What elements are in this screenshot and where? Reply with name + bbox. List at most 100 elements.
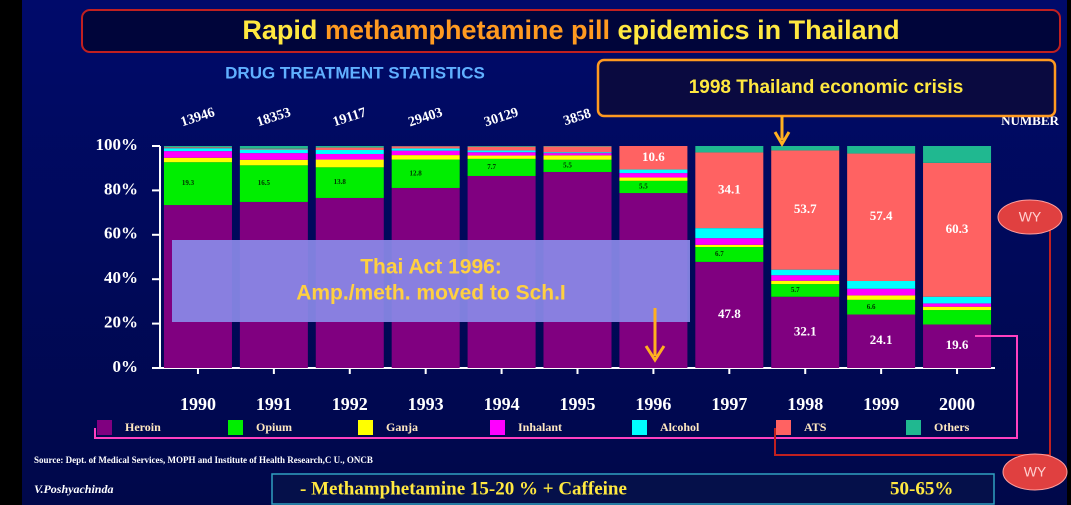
bar-segment bbox=[391, 146, 460, 149]
bar-segment bbox=[543, 159, 612, 172]
bar-segment bbox=[315, 149, 384, 154]
footer-text: - Methamphetamine 15-20 % + Caffeine bbox=[300, 478, 627, 499]
bar-segment bbox=[543, 146, 612, 153]
x-tick-label: 1997 bbox=[711, 394, 747, 414]
y-tick-label: 40% bbox=[104, 268, 138, 287]
bar-segment bbox=[771, 146, 840, 151]
subtitle: DRUG TREATMENT STATISTICS bbox=[225, 63, 485, 82]
data-label: 5.7 bbox=[791, 286, 800, 294]
bar-segment bbox=[619, 177, 688, 181]
crisis-text: 1998 Thailand economic crisis bbox=[689, 77, 964, 98]
footer-value: 50-65% bbox=[890, 478, 953, 499]
data-label: 19.3 bbox=[182, 179, 195, 187]
bar-segment bbox=[391, 148, 460, 151]
x-tick-label: 1992 bbox=[332, 394, 368, 414]
bar-segment bbox=[695, 247, 764, 262]
y-tick-label: 20% bbox=[104, 313, 138, 332]
bar-segment bbox=[923, 306, 992, 311]
bar-segment bbox=[391, 150, 460, 156]
source: Source: Dept. of Medical Services, MOPH … bbox=[34, 455, 373, 465]
title-part: methamphetamine pill bbox=[325, 15, 610, 45]
bar-segment bbox=[467, 146, 536, 151]
bar-segment bbox=[163, 151, 232, 158]
connector bbox=[94, 335, 1018, 439]
title-part: epidemics in Thailand bbox=[618, 15, 900, 45]
legend-label: Ganja bbox=[386, 420, 418, 434]
data-label: 6.6 bbox=[867, 303, 876, 311]
bar-segment bbox=[391, 159, 460, 188]
bar-segment bbox=[923, 310, 992, 325]
bar-segment bbox=[923, 324, 992, 368]
data-label: 6.7 bbox=[715, 250, 724, 258]
y-tick-label: 100% bbox=[96, 135, 139, 154]
bar-segment bbox=[695, 228, 764, 239]
title-box bbox=[81, 9, 1061, 53]
bar-segment bbox=[695, 238, 764, 245]
data-label: 19.6 bbox=[946, 337, 969, 352]
data-label: 57.4 bbox=[870, 208, 893, 223]
legend-label: Others bbox=[934, 420, 970, 434]
data-label: 5.5 bbox=[639, 183, 648, 191]
bar-segment bbox=[163, 148, 232, 152]
bar-segment bbox=[467, 155, 536, 159]
bar-segment bbox=[847, 146, 916, 154]
y-tick-label: 60% bbox=[104, 224, 138, 243]
bar-segment bbox=[923, 162, 992, 297]
act-box bbox=[172, 240, 690, 322]
bar-segment bbox=[619, 146, 688, 170]
bar-segment bbox=[239, 159, 308, 166]
bar-segment bbox=[695, 146, 764, 153]
legend-swatch bbox=[358, 420, 373, 435]
bar-segment bbox=[239, 146, 308, 149]
legend-label: ATS bbox=[804, 420, 827, 434]
legend-swatch bbox=[906, 420, 921, 435]
data-label: 5.5 bbox=[563, 161, 572, 169]
data-label: 47.8 bbox=[718, 306, 741, 321]
act-text: Thai Act 1996: bbox=[360, 256, 502, 279]
pill-label: WY bbox=[1024, 464, 1047, 480]
bar-segment bbox=[847, 295, 916, 300]
bar-segment bbox=[771, 296, 840, 368]
title-part: Rapid bbox=[242, 15, 317, 45]
pill-icon bbox=[997, 199, 1063, 235]
y-tick-label: 80% bbox=[104, 179, 138, 198]
bar-segment bbox=[695, 261, 764, 368]
footer-box bbox=[271, 473, 995, 505]
x-tick-label: 1998 bbox=[787, 394, 823, 414]
bar-segment bbox=[543, 155, 612, 160]
act-arrow bbox=[644, 308, 666, 363]
bar-segment bbox=[239, 148, 308, 150]
x-tick-label: 1999 bbox=[863, 394, 899, 414]
bar-segment bbox=[619, 169, 688, 174]
data-label: 12.8 bbox=[410, 169, 423, 177]
crisis-arrow bbox=[773, 116, 791, 147]
bar-segment bbox=[619, 180, 688, 194]
bar-segment bbox=[847, 280, 916, 289]
bar-segment bbox=[923, 303, 992, 307]
bar-segment bbox=[163, 147, 232, 149]
connector bbox=[774, 225, 1051, 456]
legend-swatch bbox=[97, 420, 112, 435]
bar-segment bbox=[771, 280, 840, 285]
data-label: 32.1 bbox=[794, 323, 817, 338]
bar-segment bbox=[467, 146, 536, 147]
legend-label: Alcohol bbox=[660, 420, 700, 434]
x-tick-label: 1991 bbox=[256, 394, 292, 414]
bar-segment bbox=[771, 275, 840, 281]
bar-segment bbox=[771, 150, 840, 270]
author: V.Poshyachinda bbox=[34, 482, 113, 496]
legend-label: Heroin bbox=[125, 420, 161, 434]
y-tick-label: 0% bbox=[113, 357, 139, 376]
pill-icon bbox=[1002, 453, 1068, 491]
legend-swatch bbox=[490, 420, 505, 435]
data-label: 60.3 bbox=[946, 221, 969, 236]
bar-segment bbox=[847, 299, 916, 315]
bar-segment bbox=[543, 152, 612, 154]
bar-segment bbox=[847, 288, 916, 296]
bar-segment bbox=[467, 152, 536, 156]
data-label: 53.7 bbox=[794, 201, 817, 216]
bar-segment bbox=[923, 146, 992, 163]
data-label: 13.8 bbox=[334, 178, 347, 186]
bar-segment bbox=[163, 162, 232, 206]
